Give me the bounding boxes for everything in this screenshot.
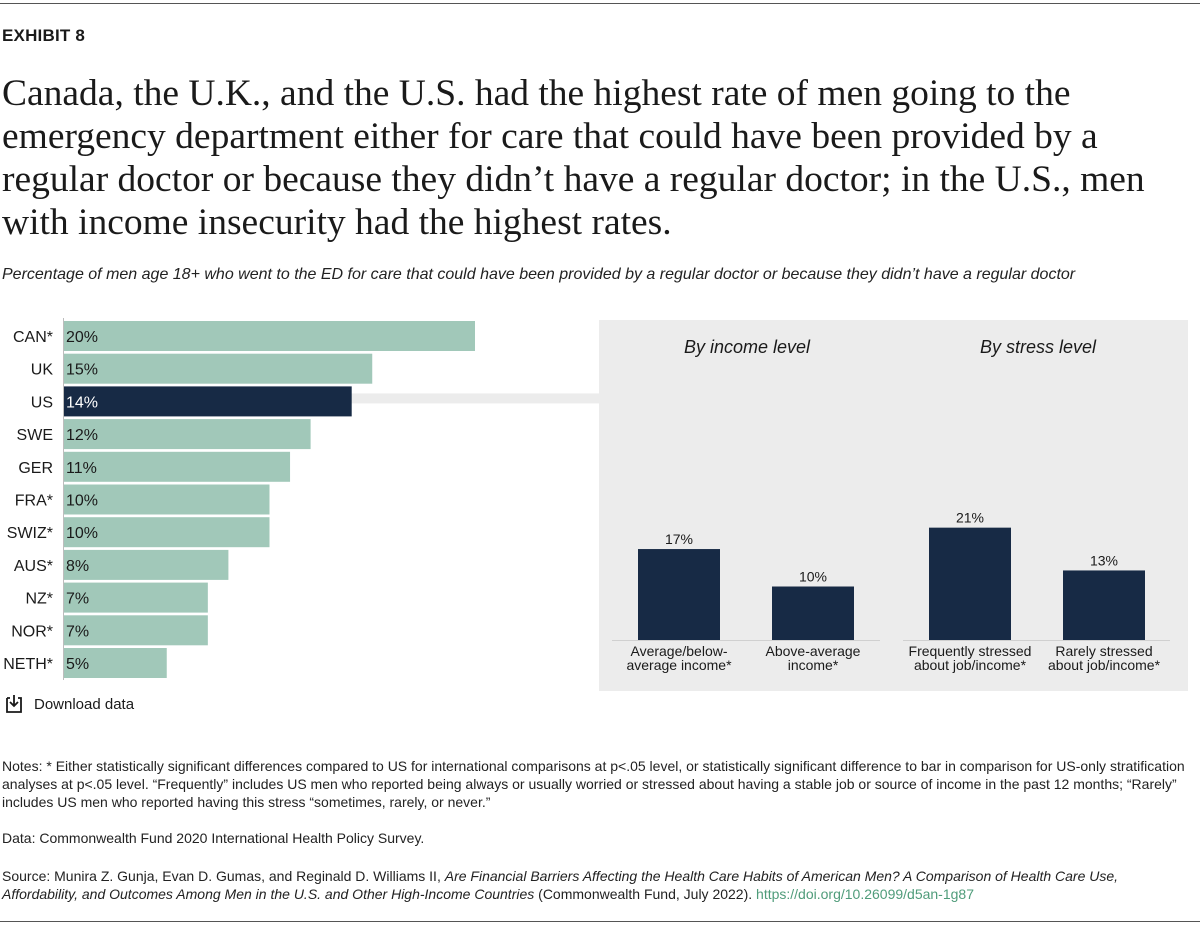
stress-bar-value-label: 21% xyxy=(956,510,984,526)
source-title: Are Financial Barriers Affecting the Hea… xyxy=(2,868,1119,902)
bar-value-label: 20% xyxy=(66,329,98,346)
bar-value-label: 14% xyxy=(66,394,98,411)
bar-uk xyxy=(64,353,373,384)
country-label: US xyxy=(31,394,53,411)
stress-category-label: about job/income* xyxy=(1048,657,1161,673)
download-label: Download data xyxy=(34,695,135,713)
income-bar-1 xyxy=(638,549,720,640)
country-label: NETH* xyxy=(3,656,53,673)
income-bar-value-label: 17% xyxy=(665,531,693,547)
stress-bar-2 xyxy=(1063,570,1145,640)
bar-value-label: 10% xyxy=(66,493,98,510)
bar-us xyxy=(64,386,352,417)
bar-neth xyxy=(64,648,167,678)
us-breakdown-panel: By income level 17% Average/below-average … xyxy=(599,320,1188,691)
country-label: UK xyxy=(31,362,54,379)
income-category-label: Above-average xyxy=(766,643,861,659)
income-bar-value-label: 10% xyxy=(799,569,827,585)
country-label: FRA* xyxy=(15,493,53,510)
bar-nz xyxy=(64,582,208,613)
bottom-rule xyxy=(0,921,1200,922)
bar-aus xyxy=(64,549,229,580)
stress-panel-title: By stress level xyxy=(980,337,1097,357)
headline: Canada, the U.K., and the U.S. had the h… xyxy=(2,73,1145,243)
country-label: NOR* xyxy=(11,623,53,640)
bar-swe xyxy=(64,419,311,450)
stress-category-label: Rarely stressed xyxy=(1055,643,1152,659)
stress-category-label: about job/income* xyxy=(914,657,1027,673)
country-bar-chart: CAN* 20% UK 15% US 14% SWE 12% GER 11% FRA* 10% SWIZ… xyxy=(3,318,600,680)
source-doi-link[interactable]: https://doi.org/10.26099/d5an-1g87 xyxy=(756,886,974,902)
notes: Notes: * Either statistically significan… xyxy=(2,758,1185,810)
bar-nor xyxy=(64,615,208,646)
bar-value-label: 7% xyxy=(66,623,89,640)
chart: CAN* 20% UK 15% US 14% SWE 12% GER 11% FRA* 10% SWIZ… xyxy=(3,318,1188,691)
stress-bar-1 xyxy=(929,527,1011,640)
download-icon xyxy=(6,695,22,713)
bar-value-label: 10% xyxy=(66,525,98,542)
country-label: SWIZ* xyxy=(7,525,53,542)
bar-value-label: 8% xyxy=(66,558,89,575)
source-suffix: (Commonwealth Fund, July 2022). xyxy=(534,886,757,902)
country-label: SWE xyxy=(17,427,53,444)
income-category-label: income* xyxy=(788,657,839,673)
source-prefix: Source: Munira Z. Gunja, Evan D. Gumas, … xyxy=(2,868,445,884)
exhibit-label: EXHIBIT 8 xyxy=(2,26,86,45)
income-panel-title: By income level xyxy=(684,337,811,357)
bar-ger xyxy=(64,451,291,482)
bar-value-label: 11% xyxy=(66,460,97,477)
bar-value-label: 12% xyxy=(66,427,98,444)
bar-swiz xyxy=(64,517,270,548)
income-category-label: average income* xyxy=(626,657,732,673)
stress-category-label: Frequently stressed xyxy=(909,643,1032,659)
income-category-label: Average/below- xyxy=(630,643,727,659)
bar-value-label: 15% xyxy=(66,362,98,379)
country-label: CAN* xyxy=(13,329,53,346)
data-source: Data: Commonwealth Fund 2020 Internation… xyxy=(2,830,425,846)
bar-can xyxy=(64,321,475,351)
bar-value-label: 7% xyxy=(66,591,89,608)
stress-bar-value-label: 13% xyxy=(1090,552,1118,568)
top-rule xyxy=(0,3,1200,4)
chart-subtitle: Percentage of men age 18+ who went to th… xyxy=(2,266,1076,283)
bar-fra xyxy=(64,484,270,515)
bar-value-label: 5% xyxy=(66,656,89,673)
country-label: NZ* xyxy=(25,591,53,608)
download-data-button[interactable]: Download data xyxy=(4,694,134,714)
income-bar-2 xyxy=(772,586,854,640)
source-citation: Source: Munira Z. Gunja, Evan D. Gumas, … xyxy=(2,867,1192,903)
country-label: AUS* xyxy=(14,558,53,575)
country-label: GER xyxy=(18,460,53,477)
